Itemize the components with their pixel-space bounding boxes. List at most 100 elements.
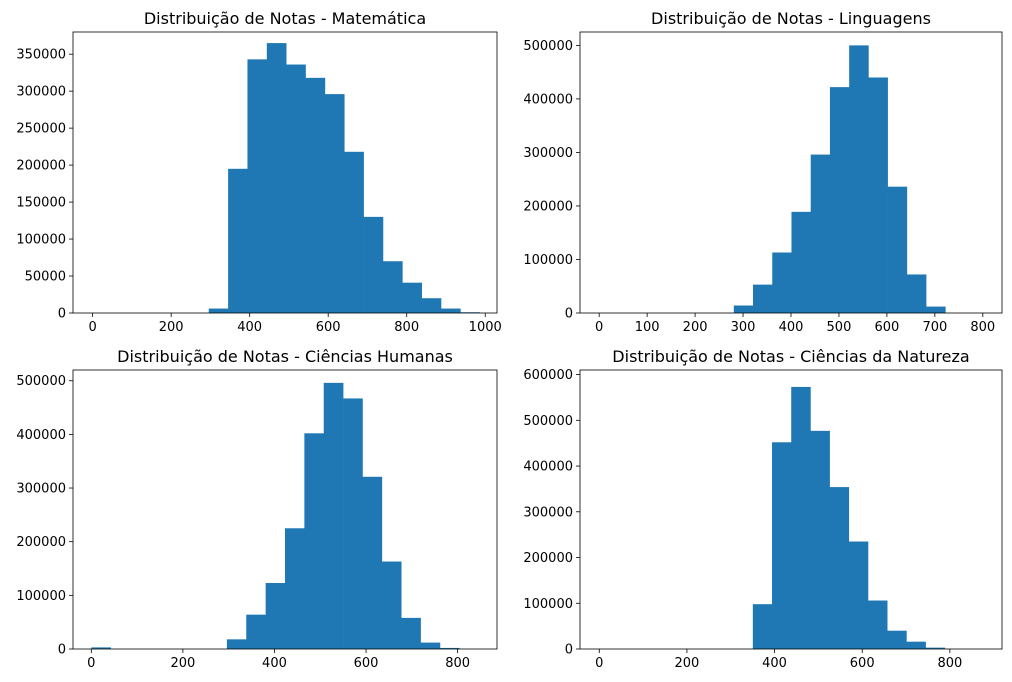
histogram-bar xyxy=(401,617,421,649)
histogram-bar xyxy=(420,642,441,649)
y-tick-label: 400000 xyxy=(523,460,573,475)
chart-panel-2: Distribuição de Notas - Linguagens 0 100 20… xyxy=(523,9,1003,335)
y-tick-label: 600000 xyxy=(523,368,573,383)
histogram-bar xyxy=(285,528,305,649)
x-tick-label: 800 xyxy=(937,656,962,671)
y-tick-label: 400000 xyxy=(16,428,66,443)
chart-title: Distribuição de Notas - Matemática xyxy=(144,9,426,28)
x-tick-label: 800 xyxy=(970,320,995,335)
y-tick-label: 100000 xyxy=(523,253,573,268)
histogram-bar xyxy=(381,561,402,649)
histogram-bar xyxy=(363,216,384,313)
histogram-bar xyxy=(362,476,383,649)
x-tick-label: 800 xyxy=(394,320,419,335)
axes-frame xyxy=(579,369,1003,650)
y-tick-label: 300000 xyxy=(523,146,573,161)
histogram-bar xyxy=(868,77,888,313)
y-tick-label: 200000 xyxy=(16,535,66,550)
histogram-bar xyxy=(208,308,229,313)
y-tick-label: 500000 xyxy=(523,39,573,54)
y-tick-label: 100000 xyxy=(16,589,66,604)
histogram-bar xyxy=(733,305,754,313)
y-tick-label: 300000 xyxy=(16,85,66,100)
histogram-bar xyxy=(906,274,927,313)
histogram-bar xyxy=(772,252,792,313)
histogram-bar xyxy=(266,43,287,314)
y-tick-label: 0 xyxy=(58,643,66,658)
y-tick-label: 300000 xyxy=(523,505,573,520)
histogram-bar xyxy=(402,282,422,313)
histogram-bar xyxy=(925,647,946,649)
y-tick-label: 0 xyxy=(58,307,66,322)
chart-panel-4: Distribuição de Notas - Ciências da Natu… xyxy=(523,347,1003,671)
histogram-bar xyxy=(286,64,306,314)
x-tick-label: 600 xyxy=(874,320,899,335)
x-tick-label: 400 xyxy=(779,320,804,335)
histogram-bar xyxy=(343,398,363,649)
histogram-bar xyxy=(887,186,908,313)
histogram-bar xyxy=(848,541,869,649)
histogram-bar xyxy=(228,168,248,313)
x-tick-label: 200 xyxy=(170,656,195,671)
x-tick-label: 600 xyxy=(316,320,341,335)
histogram-bar xyxy=(382,261,403,313)
axes-frame xyxy=(72,369,498,650)
histogram-bar xyxy=(829,87,850,314)
x-tick-label: 600 xyxy=(850,656,875,671)
histogram-bar xyxy=(247,59,268,313)
x-tick-label: 500 xyxy=(827,320,852,335)
y-tick-label: 200000 xyxy=(523,199,573,214)
y-tick-label: 400000 xyxy=(523,92,573,107)
histogram-bar xyxy=(91,647,111,649)
histogram-bar xyxy=(887,630,907,649)
histogram-bar xyxy=(441,308,461,313)
histogram-bar xyxy=(752,604,773,649)
histogram-bar xyxy=(926,306,946,313)
histogram-bar xyxy=(906,641,926,649)
histogram-bar xyxy=(323,382,344,649)
y-tick-label: 350000 xyxy=(16,48,66,63)
x-tick-label: 0 xyxy=(595,320,603,335)
chart-panel-3: Distribuição de Notas - Ciências Humanas… xyxy=(16,347,498,671)
histogram-bar xyxy=(791,211,812,313)
histogram-bar xyxy=(439,647,460,649)
histogram-bar xyxy=(305,77,326,313)
y-tick-label: 150000 xyxy=(16,196,66,211)
histogram-bar xyxy=(226,639,247,649)
histogram-bar xyxy=(810,154,831,313)
y-tick-label: 200000 xyxy=(523,551,573,566)
histogram-bar xyxy=(849,45,869,313)
y-tick-label: 0 xyxy=(565,643,573,658)
histogram-bar xyxy=(867,600,888,649)
y-tick-label: 50000 xyxy=(25,270,66,285)
y-tick-label: 100000 xyxy=(16,233,66,248)
histogram-bar xyxy=(810,430,830,649)
x-tick-label: 100 xyxy=(635,320,660,335)
x-tick-label: 200 xyxy=(159,320,184,335)
x-tick-label: 300 xyxy=(731,320,756,335)
histogram-bar xyxy=(304,433,325,649)
x-tick-label: 0 xyxy=(595,656,603,671)
x-tick-label: 800 xyxy=(445,656,470,671)
histogram-bar xyxy=(791,386,811,649)
histogram-bar xyxy=(324,94,345,314)
y-tick-label: 200000 xyxy=(16,159,66,174)
axes-frame xyxy=(72,31,498,314)
histogram-bar xyxy=(344,151,364,313)
x-tick-label: 200 xyxy=(675,656,700,671)
chart-title: Distribuição de Notas - Ciências da Natu… xyxy=(612,347,969,366)
histogram-bar xyxy=(772,442,792,649)
chart-title: Distribuição de Notas - Ciências Humanas xyxy=(117,347,453,366)
chart-title: Distribuição de Notas - Linguagens xyxy=(651,9,931,28)
y-tick-label: 100000 xyxy=(523,597,573,612)
histogram-bar xyxy=(829,487,850,649)
x-tick-label: 1000 xyxy=(469,320,502,335)
x-tick-label: 400 xyxy=(237,320,262,335)
x-tick-label: 0 xyxy=(87,656,95,671)
x-tick-label: 400 xyxy=(762,656,787,671)
y-tick-label: 0 xyxy=(565,307,573,322)
x-tick-label: 600 xyxy=(354,656,379,671)
histogram-bar xyxy=(753,284,773,313)
x-tick-label: 200 xyxy=(683,320,708,335)
